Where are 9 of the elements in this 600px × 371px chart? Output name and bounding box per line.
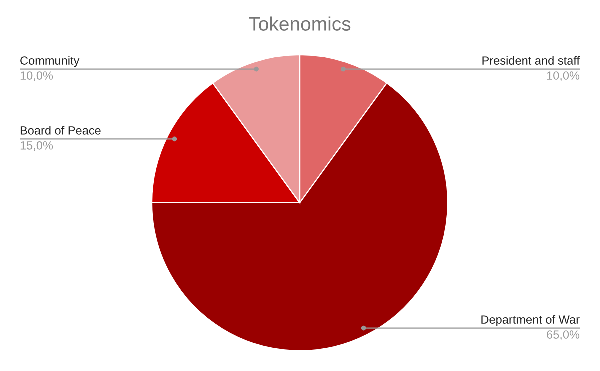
data-label: 10,0% [547, 72, 580, 82]
data-label: 10,0% [20, 72, 54, 82]
data-label: 65,0% [547, 330, 580, 340]
slice-label: President and staff [482, 56, 580, 65]
slice-label: Department of War [482, 315, 580, 326]
slice-label: Board of Peace [20, 126, 101, 135]
slice-label: Community [20, 56, 80, 68]
data-label: 15,0% [20, 141, 54, 152]
chart-title: Tokenomics [249, 16, 351, 31]
